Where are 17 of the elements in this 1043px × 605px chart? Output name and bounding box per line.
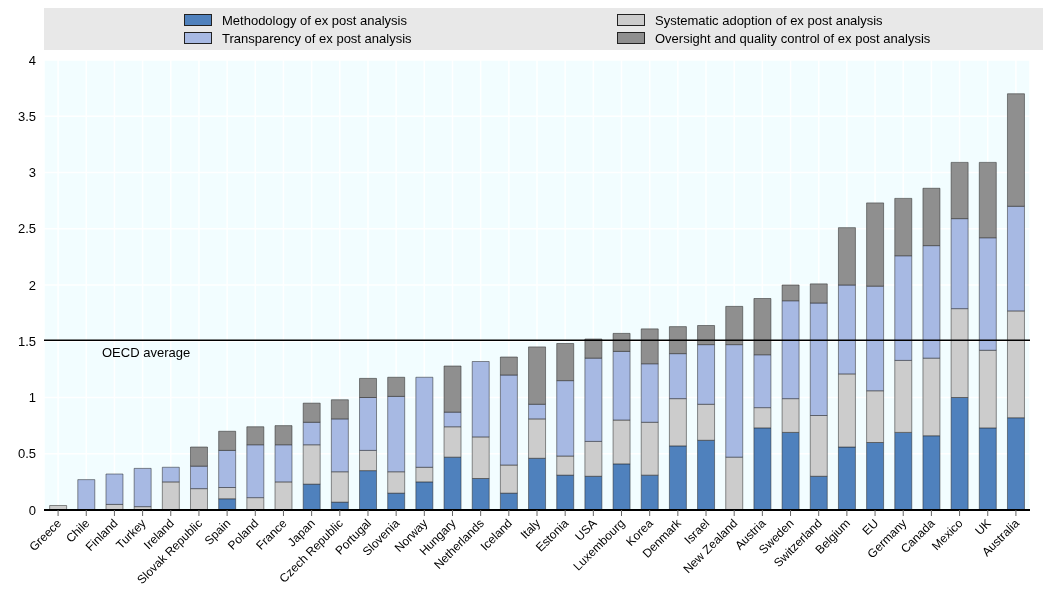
legend-label: Transparency of ex post analysis <box>222 30 412 46</box>
legend-label: Methodology of ex post analysis <box>222 12 407 28</box>
legend-label: Systematic adoption of ex post analysis <box>655 12 883 28</box>
y-tick-label: 2.5 <box>17 221 36 237</box>
legend-label: Oversight and quality control of ex post analysis <box>655 30 931 46</box>
bar <box>77 479 96 510</box>
bar <box>133 468 152 507</box>
y-tick-label: 0.5 <box>17 446 36 462</box>
y-tick-label: 4 <box>28 52 36 68</box>
y-tick-label: 1 <box>28 390 36 406</box>
y-tick-label: 3.5 <box>17 108 36 124</box>
y-tick-label: 0 <box>28 502 36 518</box>
y-tick-label: 3 <box>28 165 36 181</box>
y-tick-label: 2 <box>28 277 36 293</box>
bar <box>105 473 124 505</box>
ref-line-label: OECD average <box>102 345 191 361</box>
y-tick-label: 1.5 <box>17 333 36 349</box>
